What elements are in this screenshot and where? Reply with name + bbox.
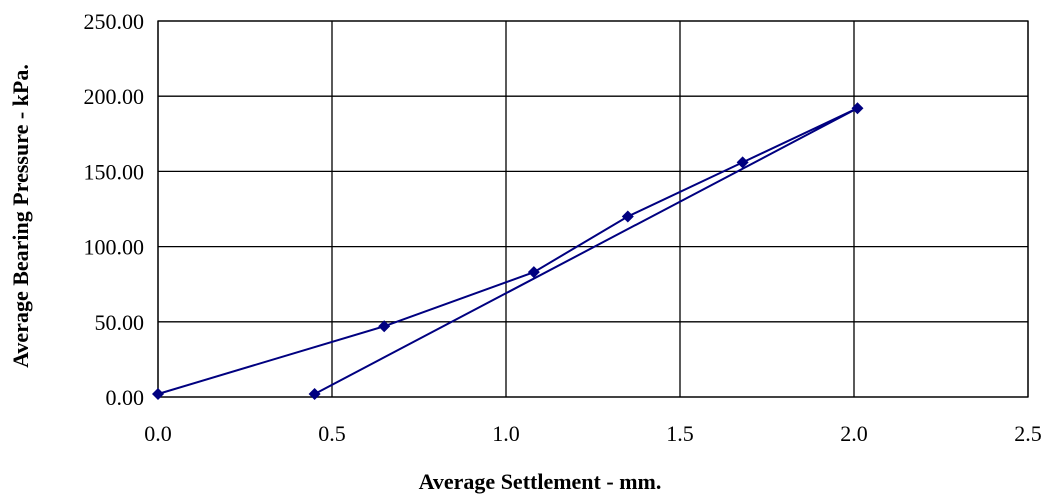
x-tick-labels: 0.0 0.5 1.0 1.5 2.0 2.5 — [144, 421, 1042, 446]
data-point-marker — [308, 387, 321, 400]
y-tick-label: 100.00 — [84, 235, 145, 260]
plot-area — [157, 20, 1029, 398]
data-point-marker — [378, 320, 391, 333]
x-tick-label: 0.5 — [318, 421, 346, 446]
data-point-marker — [851, 102, 864, 115]
x-tick-label: 2.0 — [840, 421, 868, 446]
y-tick-label: 200.00 — [84, 84, 145, 109]
series-group — [152, 102, 864, 400]
data-point-marker — [621, 210, 634, 223]
data-point-marker — [527, 266, 540, 279]
x-tick-label: 2.5 — [1014, 421, 1042, 446]
y-tick-label: 150.00 — [84, 159, 145, 184]
y-tick-label: 250.00 — [84, 9, 145, 34]
x-tick-label: 0.0 — [144, 421, 172, 446]
x-tick-label: 1.5 — [666, 421, 694, 446]
y-axis-title: Average Bearing Pressure - kPa. — [8, 64, 33, 368]
data-point-marker — [152, 387, 164, 400]
y-tick-label: 0.00 — [106, 385, 145, 410]
y-tick-label: 50.00 — [95, 310, 145, 335]
data-point-marker — [736, 156, 749, 169]
x-axis-title: Average Settlement - mm. — [419, 469, 662, 494]
x-tick-label: 1.0 — [492, 421, 520, 446]
y-tick-labels: 0.00 50.00 100.00 150.00 200.00 250.00 — [84, 9, 145, 410]
